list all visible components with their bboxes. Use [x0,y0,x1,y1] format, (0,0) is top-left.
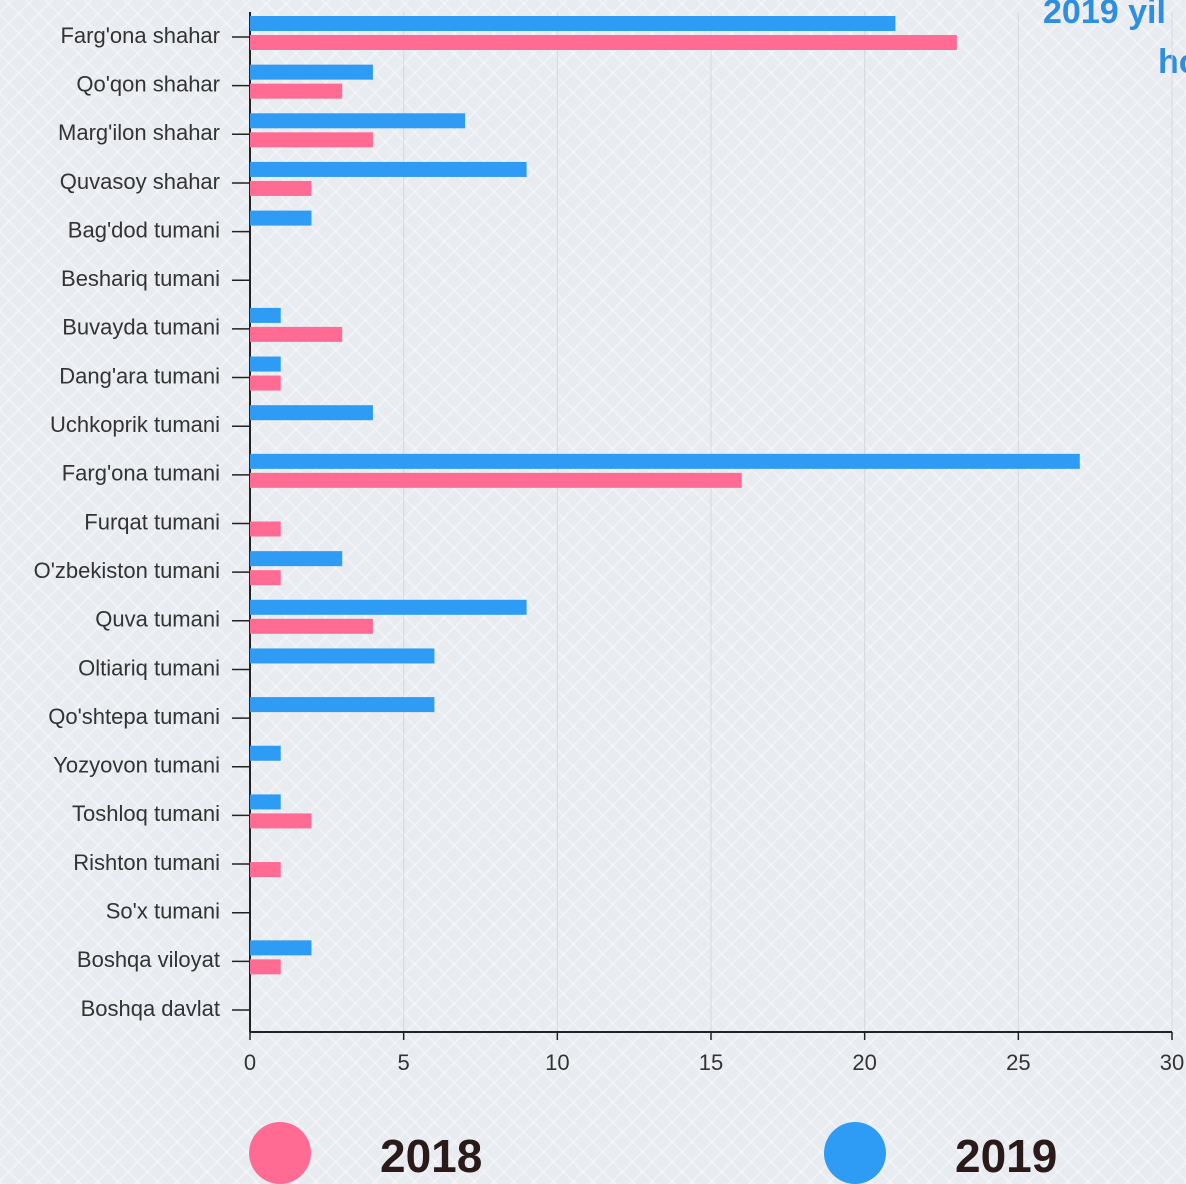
legend-label: 2018 [380,1130,482,1182]
y-tick-label: So'x tumani [106,899,220,924]
x-tick-label: 25 [1006,1050,1030,1075]
y-tick-label: O'zbekiston tumani [34,558,220,583]
y-tick-label: Farg'ona tumani [62,461,220,486]
y-tick-label: Furqat tumani [84,509,220,534]
bar [250,453,1080,469]
bar [250,326,343,342]
y-tick-label: Rishton tumani [73,850,220,875]
x-tick-label: 5 [398,1050,410,1075]
bar [250,35,957,50]
bar [250,648,435,664]
bar [250,794,281,810]
y-tick-label: Qo'shtepa tumani [48,704,220,729]
bar [250,940,312,956]
bar [250,375,281,391]
y-tick-label: Marg'ilon shahar [58,120,220,145]
bar [250,599,527,615]
bar [250,210,312,226]
chart-title: 2019 yil [1043,0,1166,31]
bar [250,113,466,129]
y-tick-label: Bag'dod tumani [68,217,220,242]
y-tick-label: Quva tumani [95,607,220,632]
y-tick-label: Beshariq tumani [61,266,220,291]
bar [250,959,281,975]
y-tick-label: Quvasoy shahar [60,169,220,194]
x-tick-label: 0 [244,1050,256,1075]
y-tick-label: Yozyovon tumani [53,753,220,778]
y-tick-label: Toshloq tumani [72,801,220,826]
bar [250,551,343,567]
bar [250,307,281,323]
x-tick-label: 20 [852,1050,876,1075]
bar [250,521,281,537]
bar [250,356,281,372]
x-tick-label: 15 [699,1050,723,1075]
bar [250,570,281,586]
bar [250,16,896,31]
x-tick-label: 30 [1160,1050,1184,1075]
legend-swatch [824,1122,886,1184]
y-tick-label: Qo'qon shahar [76,71,220,96]
bar [250,161,527,177]
y-tick-label: Boshqa davlat [81,996,220,1021]
y-tick-label: Buvayda tumani [62,315,220,340]
bar [250,745,281,761]
bar [250,697,435,713]
legend-label: 2019 [955,1130,1057,1182]
bar [250,862,281,878]
y-tick-label: Uchkoprik tumani [50,412,220,437]
bar [250,813,312,829]
y-tick-label: Oltiariq tumani [78,655,220,680]
bar [250,180,312,196]
y-tick-label: Boshqa viloyat [77,947,220,972]
bar [250,83,343,99]
bar [250,405,373,421]
bar [250,472,742,488]
y-tick-label: Farg'ona shahar [60,23,220,48]
y-tick-label: Dang'ara tumani [59,363,220,388]
bar [250,618,373,634]
x-tick-label: 10 [545,1050,569,1075]
bar [250,132,373,148]
legend-swatch [249,1122,311,1184]
bar [250,64,373,80]
